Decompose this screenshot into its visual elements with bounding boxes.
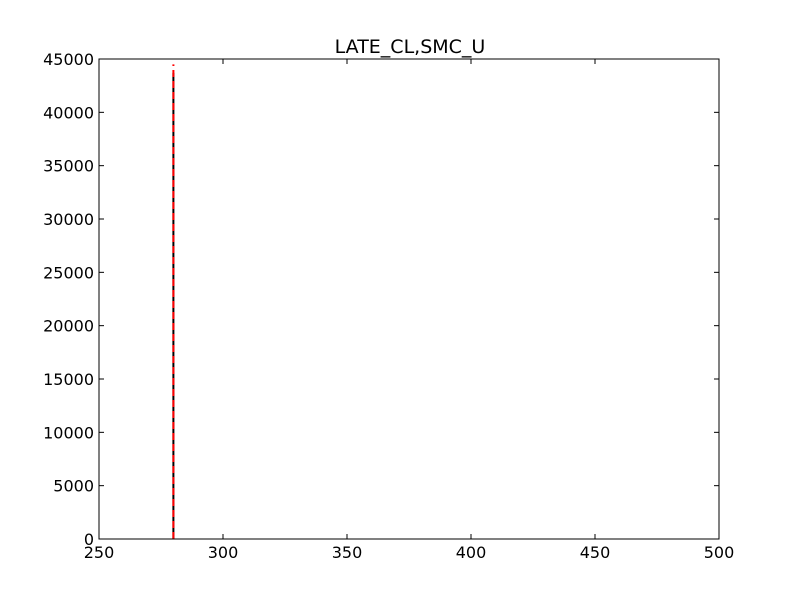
x-tick-label-4: 450	[580, 543, 611, 562]
x-tick-label-2: 350	[332, 543, 363, 562]
plot-frame	[98, 58, 720, 540]
x-tick-label-5: 500	[704, 543, 735, 562]
y-tick-label-8: 40000	[43, 103, 94, 122]
x-tick-label-0: 250	[84, 543, 115, 562]
ticks-layer: 250 300 350 400 450 5000500010000150002000025…	[43, 50, 734, 562]
y-tick-label-9: 45000	[43, 50, 94, 69]
chart-title: LATE_CL,SMC_U	[335, 36, 486, 58]
y-tick-label-7: 35000	[43, 157, 94, 176]
x-tick-label-1: 300	[208, 543, 239, 562]
y-tick-label-4: 20000	[43, 317, 94, 336]
y-tick-label-2: 10000	[43, 423, 94, 442]
y-tick-label-5: 25000	[43, 263, 94, 282]
y-tick-label-1: 5000	[53, 477, 94, 496]
x-tick-label-3: 400	[456, 543, 487, 562]
y-tick-label-6: 30000	[43, 210, 94, 229]
y-tick-label-3: 15000	[43, 370, 94, 389]
y-tick-label-0: 0	[84, 530, 94, 549]
